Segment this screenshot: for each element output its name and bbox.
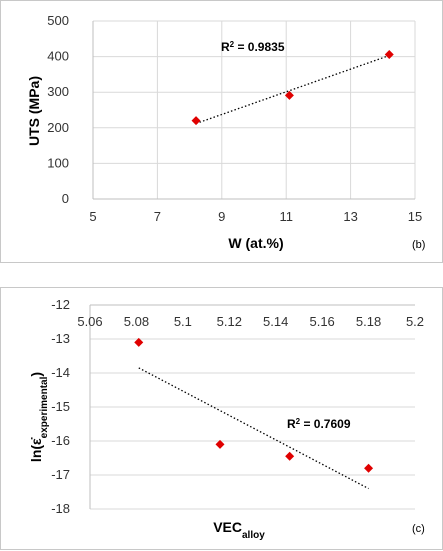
linear-trendline xyxy=(138,367,369,490)
ln-strain-rate-vs-vec-chart: -12 -13 -14 -15 -16 -17 -18 5.06 5.08 5.1 5.12 5.14… xyxy=(28,297,425,541)
x-tick-label: 5.18 xyxy=(356,314,381,329)
r2-sup: 2 xyxy=(296,417,301,426)
x-axis-title: W (at.%) xyxy=(228,235,283,251)
x-tick-label: 5.2 xyxy=(406,314,424,329)
x-tick-label: 7 xyxy=(154,209,161,224)
y-axis-title: UTS (MPa) xyxy=(26,76,42,146)
data-point xyxy=(134,337,144,347)
y-tick-label: 100 xyxy=(47,155,69,170)
y-title-base: ln(ε̇ xyxy=(28,437,44,462)
y-tick-label: 500 xyxy=(47,13,69,28)
y-axis-title: ln(ε̇experimental) xyxy=(28,372,50,462)
r2-base: R xyxy=(287,417,296,431)
linear-trendline xyxy=(195,54,390,125)
x-tick-label: 5.12 xyxy=(217,314,242,329)
panel-label-b: (b) xyxy=(412,239,425,251)
y-tick-label: 400 xyxy=(47,49,69,64)
y-tick-label: -18 xyxy=(51,501,70,516)
y-tick-label: -17 xyxy=(51,467,70,482)
data-point xyxy=(191,116,201,126)
x-title-base: VEC xyxy=(213,519,242,535)
y-tick-label: -13 xyxy=(51,331,70,346)
y-tick-label: 300 xyxy=(47,84,69,99)
uts-vs-w-chart: 5 7 9 11 13 15 0 100 200 300 400 500 R2 = 0.9835 W … xyxy=(26,13,425,251)
y-tick-label: -12 xyxy=(51,297,70,312)
data-point xyxy=(364,463,374,473)
chart-panel-b: 5 7 9 11 13 15 0 100 200 300 400 500 R2 = 0.9835 W … xyxy=(0,0,443,263)
r-squared-annotation: R2 = 0.9835 xyxy=(221,40,285,55)
panel-label-c: (c) xyxy=(412,523,425,535)
data-point xyxy=(285,451,295,461)
x-tick-label: 15 xyxy=(408,209,422,224)
r2-value: = 0.7609 xyxy=(300,417,351,431)
x-tick-label: 5.06 xyxy=(77,314,102,329)
y-title-sub: experimental xyxy=(39,376,50,438)
x-tick-label: 11 xyxy=(279,209,293,224)
y-tick-label: 0 xyxy=(62,191,69,206)
x-tick-label: 5.14 xyxy=(263,314,288,329)
x-tick-label: 5 xyxy=(89,209,96,224)
data-point xyxy=(215,439,225,449)
y-tick-label: -14 xyxy=(51,365,70,380)
r-squared-annotation: R2 = 0.7609 xyxy=(287,417,351,432)
x-tick-label: 5.16 xyxy=(309,314,334,329)
x-tick-label: 5.08 xyxy=(124,314,149,329)
data-point xyxy=(284,90,294,100)
r2-sup: 2 xyxy=(230,40,235,49)
y-tick-label: -15 xyxy=(51,399,70,414)
x-tick-label: 13 xyxy=(343,209,357,224)
y-tick-label: -16 xyxy=(51,433,70,448)
r2-value: = 0.9835 xyxy=(234,40,285,54)
y-title-end: ) xyxy=(28,372,44,377)
x-axis-title: VECalloy xyxy=(213,519,265,541)
r2-base: R xyxy=(221,40,230,54)
chart-panel-c: -12 -13 -14 -15 -16 -17 -18 5.06 5.08 5.1 5.12 5.14… xyxy=(0,287,443,550)
x-title-sub: alloy xyxy=(242,530,265,541)
data-point xyxy=(384,49,394,59)
x-tick-label: 9 xyxy=(218,209,225,224)
x-tick-label: 5.1 xyxy=(174,314,192,329)
y-tick-label: 200 xyxy=(47,120,69,135)
